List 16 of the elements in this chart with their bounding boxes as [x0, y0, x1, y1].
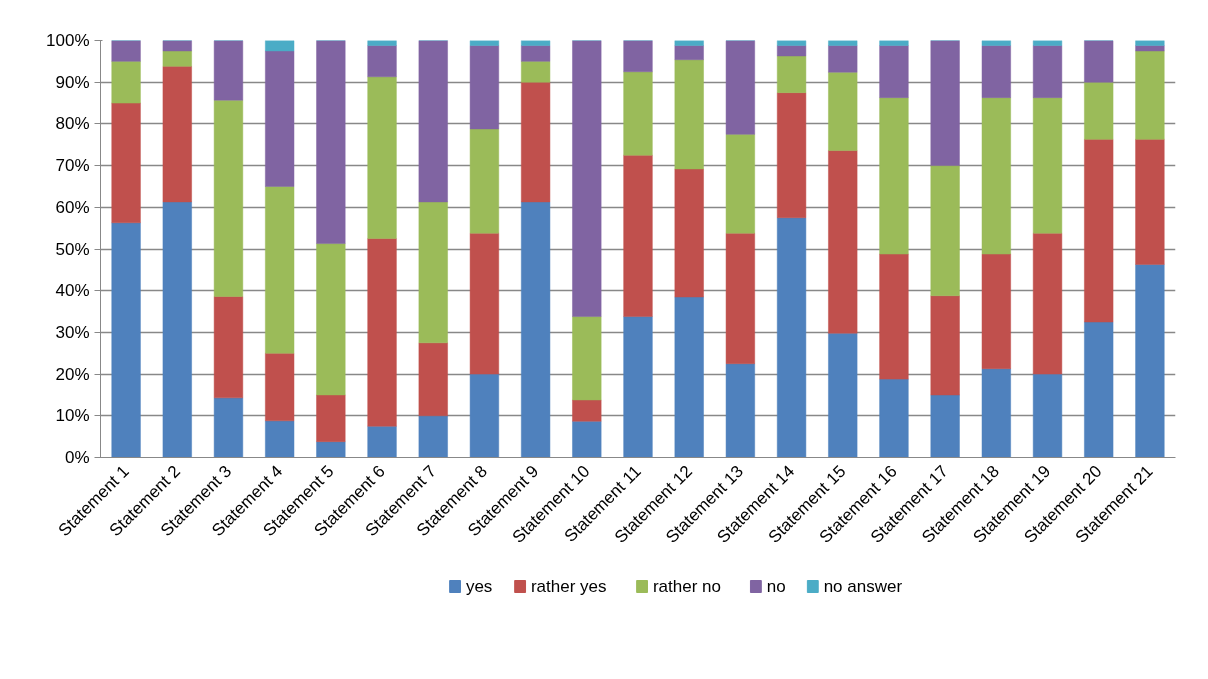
y-tick-label: 40%	[55, 281, 90, 301]
legend-label: rather yes	[530, 577, 607, 596]
y-tick-label: 80%	[55, 114, 90, 134]
y-tick-label: 70%	[55, 156, 90, 176]
y-tick-label: 100%	[46, 31, 90, 50]
y-tick-label: 30%	[55, 322, 90, 342]
y-tick-label: 20%	[55, 364, 90, 384]
y-tick-label: 60%	[55, 197, 90, 217]
legend-label: rather no	[652, 577, 721, 596]
legend-label: no	[766, 577, 786, 596]
y-tick-label: 0%	[64, 448, 90, 467]
y-tick-label: 90%	[55, 72, 90, 92]
y-tick-label: 50%	[55, 239, 90, 259]
legend-label: no answer	[823, 577, 903, 596]
y-tick-label: 10%	[55, 406, 90, 426]
legend-label: yes	[465, 577, 493, 596]
